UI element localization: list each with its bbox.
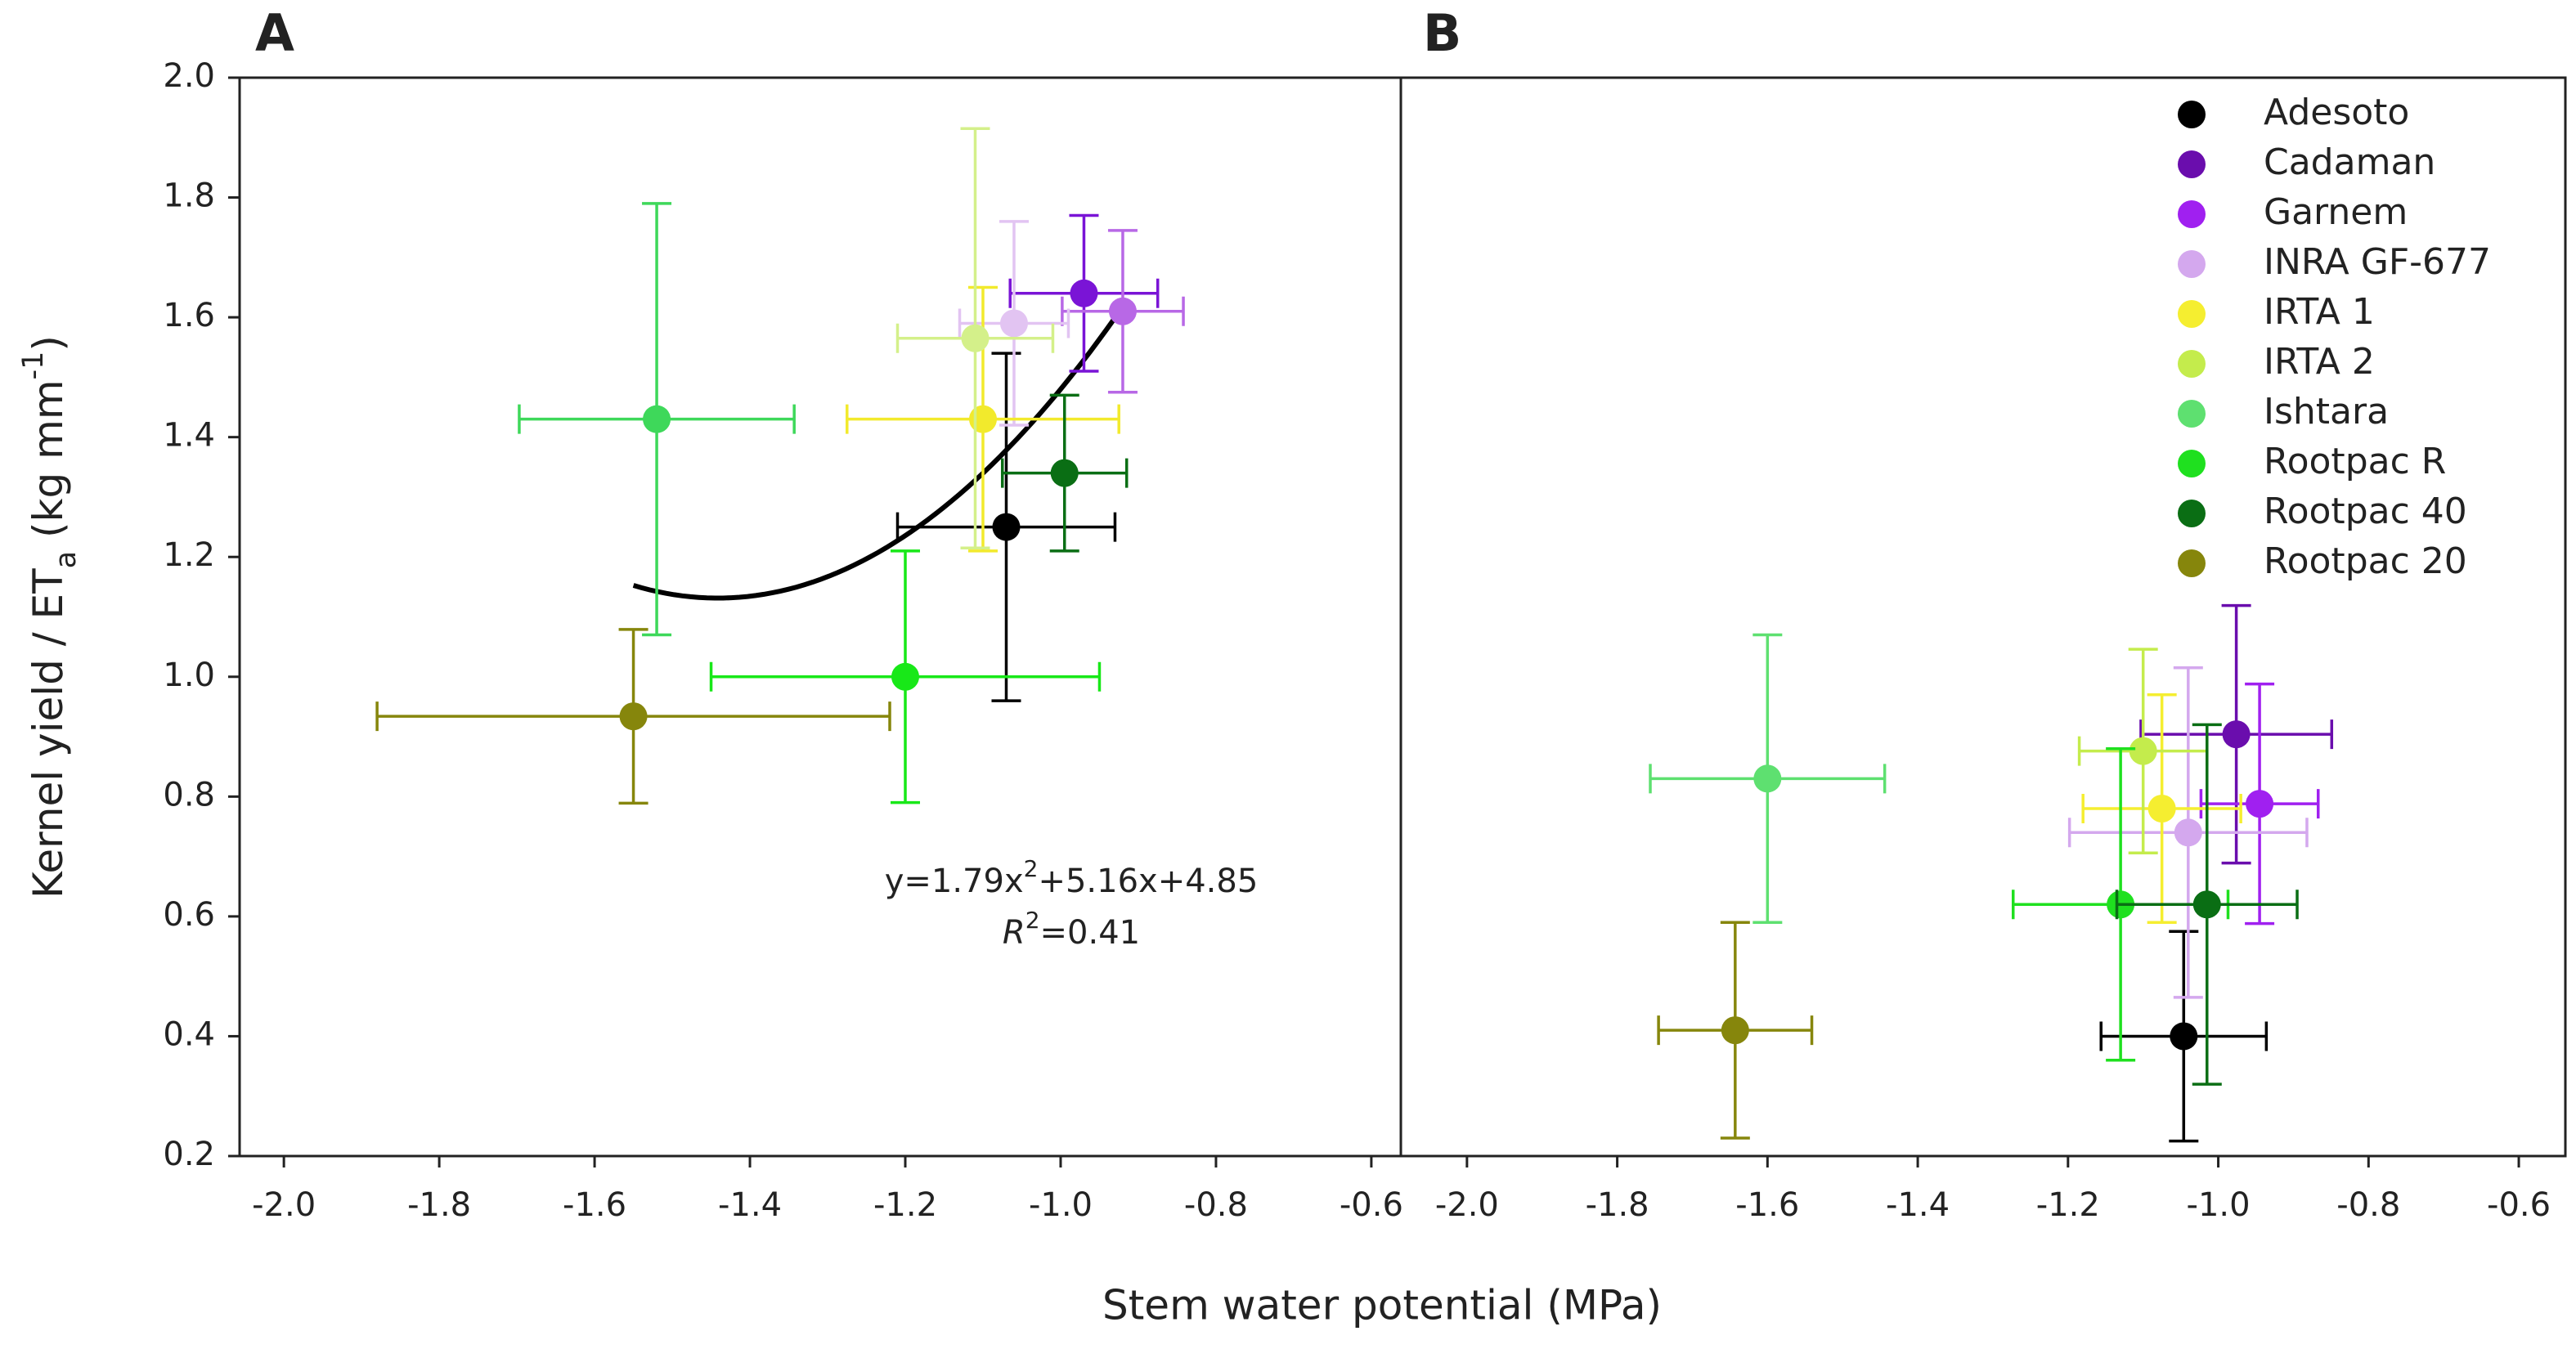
legend-label: Rootpac 40: [2264, 491, 2467, 532]
label-part: Kernel yield / ET: [25, 568, 72, 899]
legend-marker: [2178, 101, 2206, 128]
x-tick-label: -1.2: [2036, 1186, 2100, 1224]
legend-label: Rootpac R: [2264, 441, 2446, 482]
label-part: +5.16x+4.85: [1038, 863, 1258, 900]
x-tick-label: -0.8: [2336, 1186, 2400, 1224]
legend-marker: [2178, 549, 2206, 577]
plot-frame: [238, 76, 1402, 1158]
panel-label: A: [255, 3, 294, 63]
point: [1721, 1016, 1749, 1045]
error-bars: [1000, 393, 1129, 553]
y-tick-label: 0.8: [163, 776, 215, 813]
x-tick-label: -2.0: [252, 1186, 316, 1224]
point: [1108, 297, 1137, 325]
y-tick-label: 1.4: [163, 417, 215, 455]
legend-label: Garnem: [2264, 191, 2408, 233]
point: [2147, 794, 2176, 822]
x-tick-label: -0.6: [1340, 1186, 1403, 1224]
legend-label: Adesoto: [2264, 92, 2409, 133]
x-tick-label: -2.0: [1435, 1186, 1499, 1224]
x-tick-label: -1.4: [718, 1186, 782, 1224]
point: [1050, 459, 1079, 487]
point: [999, 309, 1028, 338]
y-tick-label: 2.0: [163, 57, 215, 95]
legend-marker: [2178, 450, 2206, 477]
y-tick-label: 1.2: [163, 536, 215, 574]
y-tick-label: 1.8: [163, 177, 215, 215]
legend-marker: [2178, 250, 2206, 278]
fit-curve: [632, 305, 1125, 601]
legend-marker: [2178, 300, 2206, 328]
legend-marker: [2178, 400, 2206, 428]
legend-label: Ishtara: [2264, 391, 2389, 432]
x-tick-label: -1.4: [1886, 1186, 1950, 1224]
legend-label: INRA GF-677: [2264, 241, 2491, 283]
label-part: (kg mm: [25, 379, 72, 550]
point: [891, 662, 920, 691]
legend-marker: [2178, 350, 2206, 378]
legend-label: Cadaman: [2264, 141, 2435, 183]
point: [992, 513, 1021, 541]
x-tick-label: -1.8: [1586, 1186, 1649, 1224]
y-tick-label: 0.2: [163, 1136, 215, 1173]
y-axis-label: Kernel yield / ETa (kg mm-1): [17, 335, 83, 899]
label-part: ): [25, 335, 72, 352]
x-tick-label: -1.6: [1735, 1186, 1799, 1224]
legend-marker: [2178, 150, 2206, 178]
point: [2222, 720, 2251, 749]
point: [961, 324, 990, 352]
label-part: 2: [1025, 907, 1040, 934]
equation: y=1.79x2+5.16x+4.85: [885, 855, 1259, 901]
y-tick-label: 0.4: [163, 1015, 215, 1053]
point: [619, 702, 648, 731]
label-part: -1: [17, 352, 50, 380]
legend-marker: [2178, 200, 2206, 228]
point: [2174, 818, 2202, 847]
legend-label: Rootpac 20: [2264, 540, 2467, 582]
x-tick-label: -1.0: [2187, 1186, 2251, 1224]
label-part: R: [1003, 914, 1025, 952]
x-tick-label: -1.2: [873, 1186, 937, 1224]
legend-marker: [2178, 500, 2206, 527]
plot-frame: [1399, 76, 2567, 1158]
y-tick-label: 1.6: [163, 297, 215, 334]
x-tick-label: -1.8: [407, 1186, 471, 1224]
point: [643, 405, 671, 433]
point: [2170, 1022, 2198, 1051]
point: [1070, 279, 1098, 307]
point: [2192, 890, 2221, 919]
point: [968, 405, 997, 433]
label-part: y=1.79x: [885, 863, 1024, 900]
legend-label: IRTA 1: [2264, 291, 2375, 333]
point: [1753, 764, 1782, 793]
y-tick-label: 0.6: [163, 896, 215, 934]
x-tick-label: -1.6: [563, 1186, 626, 1224]
x-tick-label: -0.6: [2487, 1186, 2551, 1224]
point: [2246, 790, 2274, 818]
legend-label: IRTA 2: [2264, 341, 2375, 383]
point: [2129, 737, 2157, 765]
r-squared: R2=0.41: [1003, 907, 1140, 952]
x-axis-label: Stem water potential (MPa): [1102, 1282, 1662, 1329]
label-part: =0.41: [1040, 914, 1141, 952]
x-tick-label: -1.0: [1029, 1186, 1093, 1224]
panel-label: B: [1423, 3, 1461, 63]
label-part: 2: [1024, 855, 1039, 882]
x-tick-label: -0.8: [1184, 1186, 1248, 1224]
label-part: a: [50, 551, 83, 568]
y-tick-label: 1.0: [163, 657, 215, 694]
